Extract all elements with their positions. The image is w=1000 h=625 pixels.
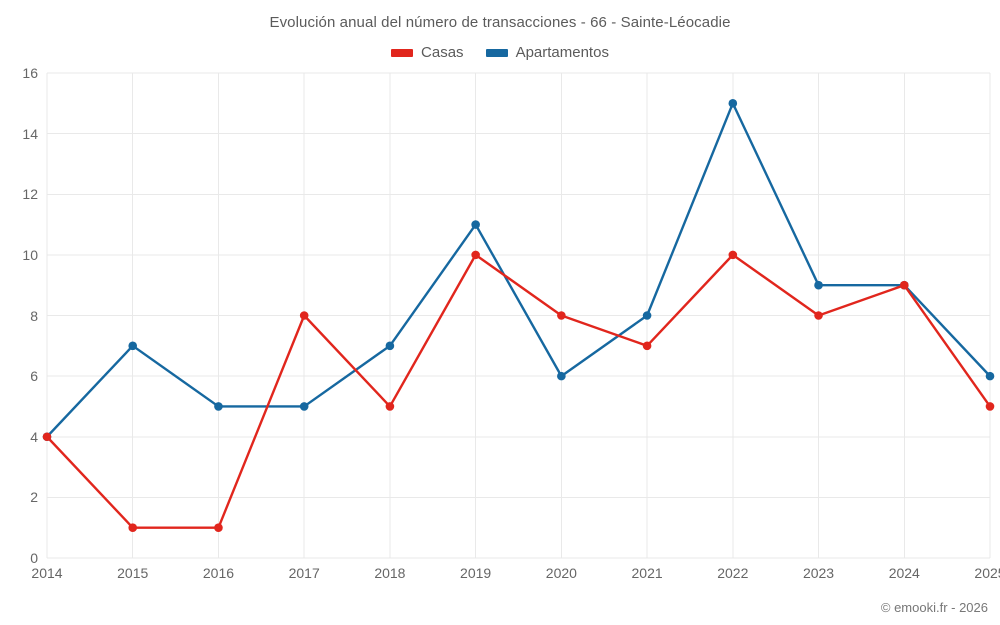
y-axis-tick-label: 4 (30, 428, 38, 445)
data-point-casas-2024[interactable] (899, 280, 909, 290)
data-point-casas-2019[interactable] (471, 250, 480, 260)
data-point-apartamentos-2017[interactable] (299, 402, 309, 411)
x-axis-tick-label: 2018 (374, 565, 406, 581)
y-axis-tick-label: 14 (22, 125, 38, 142)
x-axis-tick-label: 2023 (802, 565, 835, 581)
x-axis-tick-label: 2024 (888, 565, 920, 581)
legend-swatch-casas-icon (391, 48, 414, 57)
x-axis-tick-label: 2019 (460, 565, 492, 581)
y-axis-labels: 0 2 4 6 8 10 12 14 16 (0, 65, 38, 566)
data-point-casas-2015[interactable] (128, 523, 138, 532)
x-axis-tick-label: 2016 (202, 565, 235, 581)
legend-label-apartamentos: Apartamentos (515, 44, 609, 61)
data-point-casas-2022[interactable] (728, 250, 738, 260)
data-point-casas-2018[interactable] (385, 402, 395, 411)
x-axis-tick-label: 2025 (974, 565, 1000, 581)
y-axis-tick-label: 8 (30, 307, 38, 324)
chart-legend: Casas Apartamentos (0, 44, 1000, 61)
data-point-casas-2017[interactable] (299, 311, 309, 320)
data-point-apartamentos-2021[interactable] (642, 311, 652, 320)
data-point-casas-2014[interactable] (42, 432, 52, 442)
data-point-apartamentos-2022[interactable] (728, 99, 738, 108)
y-axis-tick-label: 2 (30, 489, 38, 506)
data-point-casas-2016[interactable] (214, 523, 223, 532)
plot-area (42, 72, 995, 559)
plot-svg (42, 72, 995, 559)
x-axis-labels: 2014 2015 2016 2017 2018 2019 2020 2021 2022 2023… (31, 565, 1000, 589)
legend-swatch-apartamentos-icon (485, 48, 508, 57)
x-axis-tick-label: 2015 (117, 565, 149, 581)
y-axis-tick-label: 6 (30, 368, 38, 385)
legend-label-casas: Casas (421, 44, 464, 61)
data-point-apartamentos-2023[interactable] (814, 280, 823, 290)
series-line-apartamentos (45, 102, 992, 438)
data-point-casas-2021[interactable] (642, 341, 652, 351)
x-axis-tick-label: 2021 (631, 565, 663, 581)
data-point-casas-2023[interactable] (814, 311, 823, 320)
y-axis-tick-label: 0 (30, 550, 38, 566)
data-point-apartamentos-2015[interactable] (128, 341, 138, 351)
data-point-casas-2025[interactable] (985, 402, 995, 411)
y-axis-tick-label: 10 (22, 246, 38, 263)
copyright-credit: © emooki.fr - 2026 (880, 600, 988, 615)
data-point-casas-2020[interactable] (557, 311, 566, 320)
y-axis-tick-label: 16 (22, 65, 38, 81)
series-line-casas (45, 253, 992, 529)
legend-item-apartamentos[interactable]: Apartamentos (485, 44, 609, 61)
data-point-apartamentos-2016[interactable] (214, 402, 223, 411)
legend-item-casas[interactable]: Casas (391, 44, 464, 61)
x-axis-tick-label: 2020 (545, 565, 577, 581)
x-axis-tick-label: 2017 (288, 565, 320, 581)
chart-title: Evolución anual del número de transaccio… (269, 14, 731, 31)
data-point-apartamentos-2020[interactable] (557, 371, 566, 381)
x-axis-tick-label: 2014 (31, 565, 63, 581)
x-axis-tick-label: 2022 (717, 565, 749, 581)
y-axis-tick-label: 12 (22, 186, 38, 203)
data-point-apartamentos-2019[interactable] (471, 220, 480, 229)
data-point-apartamentos-2025[interactable] (985, 371, 995, 381)
data-point-apartamentos-2018[interactable] (385, 341, 395, 351)
